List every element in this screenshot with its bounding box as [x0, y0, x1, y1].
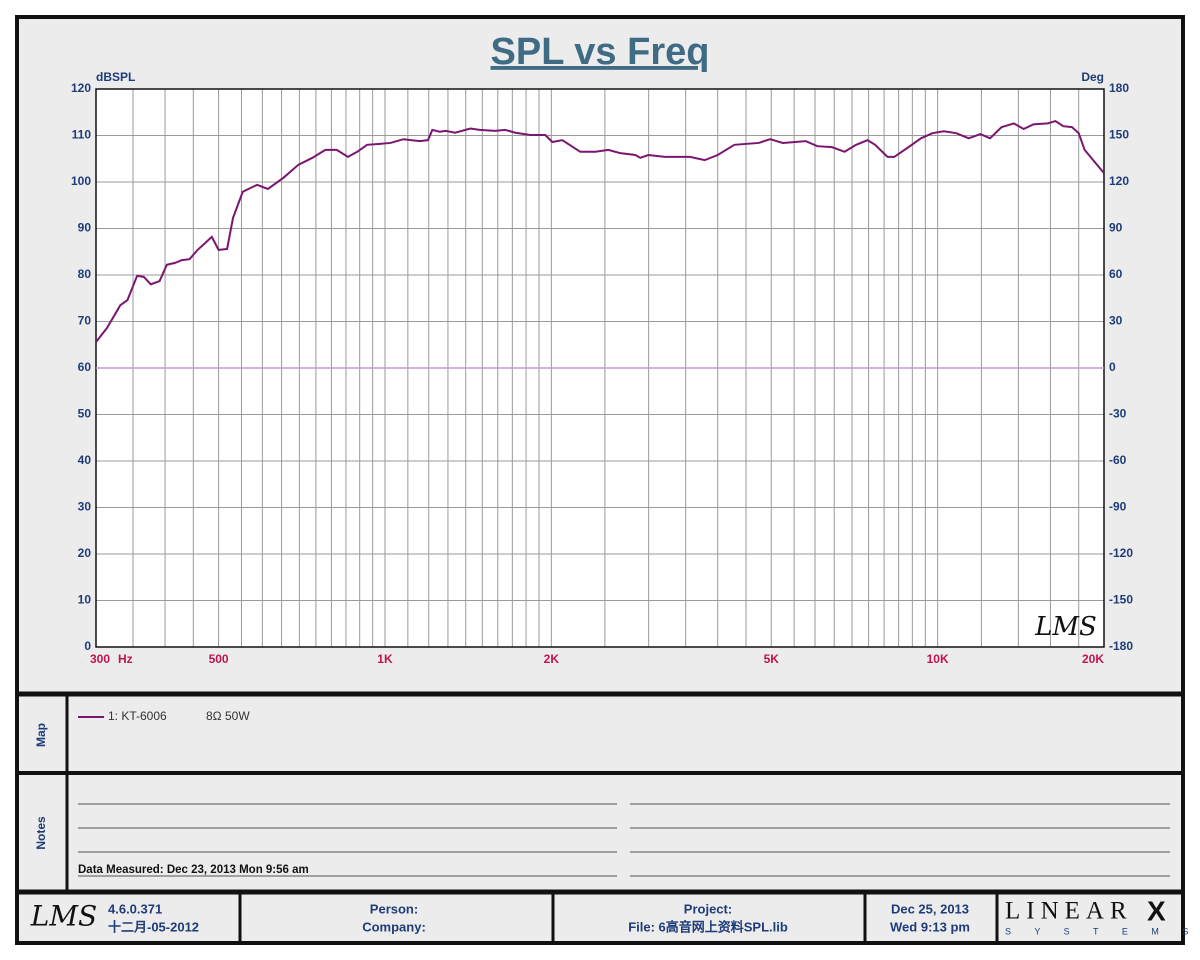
- x-tick-label: 20K: [1082, 652, 1104, 666]
- file: File: 6高音网上资料SPL.lib: [628, 919, 788, 934]
- time: Wed 9:13 pm: [890, 919, 970, 934]
- y2-tick-label: 30: [1109, 314, 1123, 328]
- y2-tick-label: 90: [1109, 221, 1123, 235]
- person: Person:: [370, 901, 418, 916]
- legend-description: 8Ω 50W: [206, 709, 250, 723]
- y-axis-label: dBSPL: [96, 70, 135, 84]
- brand: LINEAR: [1005, 898, 1133, 925]
- project: Project:: [684, 901, 732, 916]
- y-tick-label: 60: [78, 360, 92, 374]
- x-axis-unit: Hz: [118, 652, 133, 666]
- brand-x: X: [1147, 895, 1166, 926]
- y2-tick-label: 120: [1109, 174, 1129, 188]
- footer-logo: LMS: [30, 900, 97, 933]
- y2-tick-label: 60: [1109, 267, 1123, 281]
- measured-note: Data Measured: Dec 23, 2013 Mon 9:56 am: [78, 864, 309, 876]
- brand-sub: S Y S T E M S: [1005, 926, 1199, 936]
- y2-tick-label: -180: [1109, 639, 1133, 653]
- y2-tick-label: -60: [1109, 453, 1127, 467]
- y-tick-label: 50: [78, 407, 92, 421]
- x-tick-label: 2K: [544, 652, 560, 666]
- x-tick-label: 500: [209, 652, 229, 666]
- version: 4.6.0.371: [108, 901, 162, 916]
- y2-tick-label: -90: [1109, 500, 1127, 514]
- y-tick-label: 90: [78, 221, 92, 235]
- y2-tick-label: 150: [1109, 128, 1129, 142]
- y-tick-label: 0: [84, 639, 91, 653]
- date: Dec 25, 2013: [891, 901, 969, 916]
- y2-tick-label: 180: [1109, 81, 1129, 95]
- y2-tick-label: 0: [1109, 360, 1116, 374]
- company: Company:: [362, 919, 426, 934]
- build-date: 十二月-05-2012: [108, 919, 199, 934]
- x-tick-label: 300: [90, 652, 110, 666]
- y-tick-label: 100: [71, 174, 91, 188]
- legend-label: 1: KT-6006: [108, 709, 167, 723]
- x-tick-label: 10K: [927, 652, 949, 666]
- watermark-logo: LMS: [1034, 612, 1097, 642]
- y-tick-label: 20: [78, 546, 92, 560]
- y-tick-label: 110: [72, 128, 92, 142]
- y-tick-label: 30: [78, 500, 92, 514]
- note-lines: [78, 803, 1170, 877]
- y2-tick-label: -150: [1109, 593, 1133, 607]
- y-tick-label: 40: [78, 453, 92, 467]
- x-tick-label: 5K: [764, 652, 780, 666]
- y2-tick-label: -30: [1109, 407, 1127, 421]
- y-tick-label: 10: [78, 593, 92, 607]
- y-tick-label: 80: [78, 267, 92, 281]
- y-tick-label: 120: [71, 81, 91, 95]
- y-tick-label: 70: [78, 314, 92, 328]
- y2-axis-label: Deg: [1081, 70, 1104, 84]
- notes-label: Notes: [34, 816, 48, 850]
- y2-tick-label: -120: [1109, 546, 1133, 560]
- series-line: [95, 119, 1105, 343]
- chart-title: SPL vs Freq: [491, 31, 710, 73]
- x-tick-label: 1K: [377, 652, 393, 666]
- map-label: Map: [34, 723, 48, 747]
